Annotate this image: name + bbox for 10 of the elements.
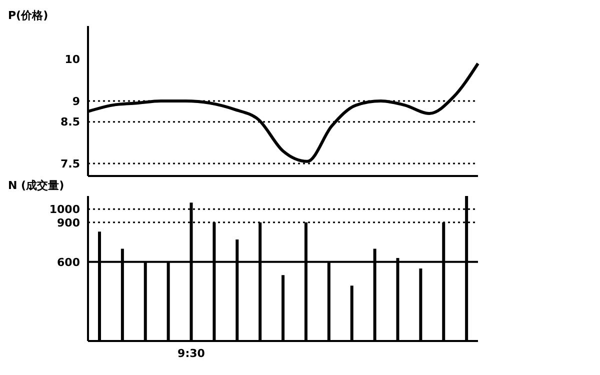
y-tick-label: 1000 [49, 203, 80, 216]
y-tick-label: 8.5 [60, 116, 80, 129]
y-axis-title: P(价格) [8, 8, 48, 23]
y-tick-label: 900 [57, 216, 80, 230]
y-tick-label: 9 [72, 94, 80, 108]
y-tick-label: 7.5 [60, 157, 80, 170]
x-tick-label: 9:30 [178, 346, 206, 360]
y-tick-label: 10 [64, 53, 80, 66]
y-axis-title: N (成交量) [8, 178, 64, 193]
y-tick-label: 600 [57, 256, 80, 269]
